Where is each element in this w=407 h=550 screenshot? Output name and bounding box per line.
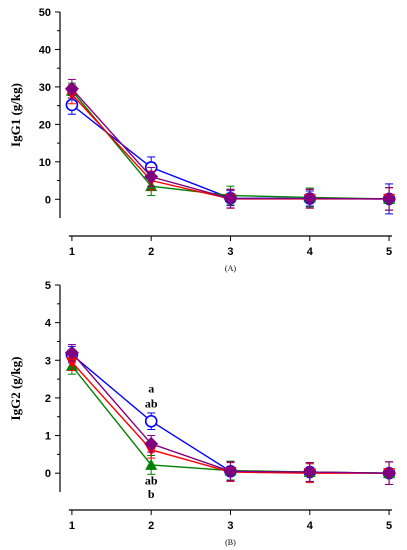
series-4	[64, 343, 397, 485]
series-line	[71, 361, 390, 474]
panel-label: (B)	[225, 538, 236, 547]
y-tick-label: 30	[39, 82, 51, 94]
x-tick-label: 5	[386, 246, 392, 258]
y-tick-label: 40	[39, 44, 51, 56]
significance-label: ab	[145, 474, 158, 488]
significance-label: a	[148, 382, 154, 396]
series-4	[64, 78, 397, 211]
x-tick-label: 4	[307, 520, 314, 532]
y-tick-label: 2	[45, 393, 51, 405]
data-point	[382, 191, 397, 206]
series-line	[71, 352, 390, 474]
x-tick-label: 1	[69, 520, 75, 532]
data-point	[302, 191, 317, 206]
x-tick-label: 2	[148, 246, 154, 258]
y-tick-label: 0	[45, 194, 51, 206]
x-tick-label: 2	[148, 520, 154, 532]
data-point	[223, 464, 238, 479]
panel-label: (A)	[225, 264, 236, 273]
data-point	[64, 81, 79, 96]
series-line	[71, 365, 390, 474]
data-point	[223, 191, 238, 206]
y-tick-label: 50	[39, 7, 51, 19]
x-tick-label: 4	[307, 246, 314, 258]
data-point	[144, 414, 158, 428]
y-tick-label: 3	[45, 355, 51, 367]
y-tick-label: 4	[45, 318, 52, 330]
data-point	[144, 169, 159, 184]
significance-label: b	[148, 487, 155, 501]
data-point	[64, 345, 79, 360]
y-axis-title: IgG1 (g/kg)	[8, 83, 23, 147]
x-tick-label: 1	[69, 246, 75, 258]
series-line	[71, 88, 390, 200]
significance-label: ab	[145, 397, 158, 411]
series-line	[71, 90, 390, 200]
data-point	[382, 466, 397, 481]
x-tick-label: 5	[386, 520, 392, 532]
data-point	[144, 436, 159, 451]
y-tick-label: 0	[45, 468, 51, 480]
x-tick-label: 3	[227, 520, 233, 532]
chart-panel-1: 0 10 20 30 40 50 1 2 3 4 5 IgG1 (g/kg) (A)	[8, 7, 397, 273]
y-tick-label: 5	[45, 280, 51, 292]
series-line	[71, 104, 390, 200]
y-tick-label: 1	[45, 431, 51, 443]
data-point	[65, 357, 78, 369]
data-point	[302, 465, 317, 480]
x-tick-label: 3	[227, 246, 233, 258]
data-point	[145, 458, 158, 470]
y-tick-label: 20	[39, 119, 51, 131]
y-tick-label: 10	[39, 157, 51, 169]
y-axis-title: IgG2 (g/kg)	[8, 357, 23, 421]
series-line	[71, 93, 390, 200]
